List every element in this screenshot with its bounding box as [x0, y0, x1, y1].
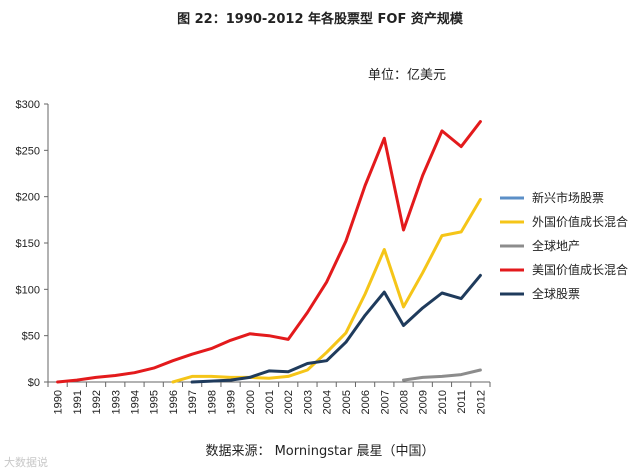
axes: $0 $50 $100 $150 $200 $250 $300 1990 1991 1992 199… — [16, 99, 491, 414]
y-tick-label: $150 — [16, 238, 40, 250]
x-tick-label: 2006 — [360, 390, 372, 414]
y-tick-label: $100 — [16, 284, 40, 296]
legend-label-4: 美国价值成长混合 — [532, 262, 628, 277]
x-tick-label: 2005 — [341, 390, 353, 414]
x-tick-label: 2000 — [245, 390, 257, 414]
x-tick-label: 1992 — [91, 390, 103, 414]
y-tick-label: $300 — [16, 99, 40, 111]
x-tick-label: 1996 — [168, 390, 180, 414]
y-tick-label: $50 — [22, 331, 40, 343]
unit-label: 单位：亿美元 — [368, 68, 447, 83]
series-line-4 — [56, 120, 482, 384]
series-line-2 — [171, 197, 482, 384]
series-line-3 — [402, 368, 482, 382]
x-tick-label: 2009 — [418, 390, 430, 414]
x-tick-label: 2010 — [437, 390, 449, 414]
legend-label-3: 全球地产 — [532, 238, 580, 253]
y-tick-label: $250 — [16, 145, 40, 157]
x-tick-label: 1990 — [53, 390, 65, 414]
x-tick-label: 2002 — [283, 390, 295, 414]
source-note: 数据来源： Morningstar 晨星（中国） — [205, 444, 435, 459]
legend-label-5: 全球股票 — [532, 286, 580, 301]
x-tick-label: 2008 — [399, 390, 411, 414]
x-tick-label: 1991 — [72, 390, 84, 414]
x-tick-label: 2011 — [456, 390, 468, 414]
series-line-5 — [190, 273, 482, 384]
legend-label-1: 新兴市场股票 — [532, 190, 604, 205]
y-tick-label: $0 — [28, 377, 40, 389]
x-tick-label: 2003 — [302, 390, 314, 414]
x-tick-label: 1998 — [206, 390, 218, 414]
x-tick-label: 1999 — [226, 390, 238, 414]
x-tick-label: 1994 — [129, 390, 141, 414]
x-tick-label: 2004 — [322, 390, 334, 414]
chart-title: 图 22：1990-2012 年各股票型 FOF 资产规模 — [177, 12, 463, 27]
y-tick-label: $200 — [16, 192, 40, 204]
x-tick-label: 2001 — [264, 390, 276, 414]
x-tick-label: 1997 — [187, 390, 199, 414]
x-tick-label: 1995 — [149, 390, 161, 414]
x-tick-label: 2012 — [475, 390, 487, 414]
watermark: 大数据说 — [4, 456, 48, 469]
x-tick-label: 1993 — [110, 390, 122, 414]
x-tick-label: 2007 — [379, 390, 391, 414]
series-layer — [56, 120, 482, 384]
legend-label-2: 外国价值成长混合 — [532, 214, 628, 229]
